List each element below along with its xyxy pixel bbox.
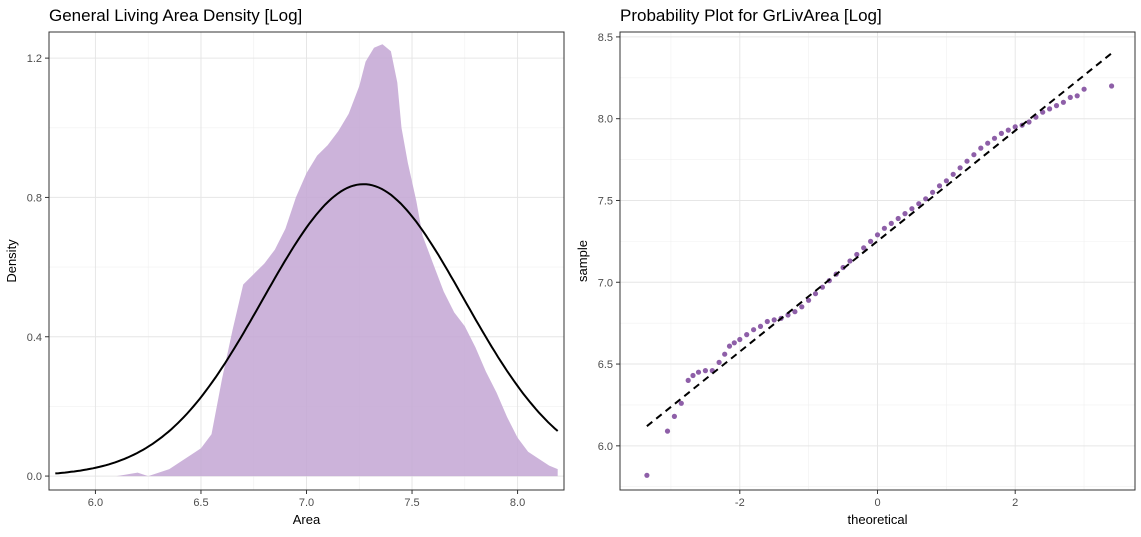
qq-y-axis-title: sample: [575, 240, 590, 282]
sample-point: [930, 189, 936, 195]
empirical-density-area: [116, 44, 558, 477]
sample-point: [685, 377, 691, 383]
sample-point: [731, 340, 737, 346]
sample-point: [737, 336, 743, 343]
sample-point: [671, 413, 677, 419]
density-y-tick-label: 0.4: [27, 332, 42, 344]
sample-point: [943, 178, 949, 184]
density-y-tick-label: 0.8: [27, 192, 42, 204]
sample-point: [764, 318, 770, 325]
sample-point: [771, 317, 777, 323]
qq-x-tick-label: 0: [874, 497, 880, 509]
sample-point: [1053, 103, 1060, 109]
density-x-tick-label: 7.0: [299, 497, 314, 509]
sample-point: [964, 158, 970, 164]
qq-x-axis-title: theoretical: [848, 512, 908, 527]
sample-point: [874, 232, 881, 238]
sample-point: [854, 251, 860, 258]
sample-point: [916, 201, 922, 207]
density-plot: 6.0 6.5 7.0 7.5 8.0 0.0 0.4 0.8 1.2 Area Density: [4, 31, 565, 527]
density-panel: General Living Area Density [Log] 6.0 6.5…: [0, 0, 570, 537]
sample-point: [812, 291, 819, 297]
sample-point: [991, 135, 998, 141]
sample-point: [751, 327, 757, 333]
density-x-tick-label: 6.0: [88, 497, 103, 509]
sample-point: [726, 343, 733, 349]
sample-point: [678, 400, 684, 406]
density-x-tick-label: 6.5: [193, 497, 208, 509]
sample-point: [978, 145, 984, 151]
probability-chart-title: Probability Plot for GrLivArea [Log]: [620, 6, 882, 25]
sample-point: [1012, 124, 1018, 130]
probability-panel: Probability Plot for GrLivArea [Log] -2 0…: [570, 0, 1141, 537]
sample-point: [936, 183, 943, 189]
sample-point: [1060, 99, 1066, 105]
sample-point: [861, 245, 867, 251]
sample-point: [695, 369, 702, 375]
sample-point: [971, 152, 977, 158]
qq-y-tick-label: 8.5: [598, 32, 613, 44]
sample-point: [998, 130, 1004, 136]
sample-point: [950, 171, 956, 177]
density-y-tick-label: 1.2: [27, 53, 42, 65]
sample-point: [806, 297, 812, 303]
qq-x-tick-label: -2: [735, 497, 745, 509]
sample-point: [1040, 109, 1046, 115]
sample-point: [1047, 106, 1053, 112]
probability-plot: -2 0 2 6.0 6.5 7.0 7.5 8.0 8.5 theoretical sample: [575, 31, 1136, 527]
sample-point: [888, 220, 894, 226]
sample-point: [1067, 94, 1073, 100]
sample-point: [757, 323, 764, 329]
sample-point: [690, 372, 696, 379]
reference-line: [646, 52, 1113, 427]
sample-point: [1109, 83, 1115, 89]
sample-point: [881, 225, 887, 231]
sample-point: [1074, 93, 1080, 99]
qq-y-tick-label: 8.0: [598, 114, 613, 126]
qq-x-tick-label: 2: [1012, 497, 1018, 509]
sample-point: [868, 238, 874, 244]
density-y-tick-label: 0.0: [27, 471, 42, 483]
sample-point: [819, 284, 825, 290]
qq-y-tick-label: 7.5: [598, 195, 613, 207]
sample-point: [664, 428, 671, 434]
sample-point: [957, 165, 963, 171]
sample-point: [702, 368, 708, 374]
sample-point: [644, 472, 650, 478]
sample-point: [785, 312, 791, 318]
density-x-axis-title: Area: [293, 512, 321, 527]
sample-point: [716, 359, 722, 365]
sample-point: [722, 351, 728, 357]
sample-point: [744, 332, 750, 338]
sample-point: [923, 196, 929, 202]
sample-point: [909, 206, 915, 212]
density-x-tick-label: 8.0: [510, 497, 525, 509]
sample-point: [792, 309, 798, 315]
density-chart-title: General Living Area Density [Log]: [49, 6, 303, 25]
qq-y-tick-label: 6.0: [598, 441, 613, 453]
sample-point: [985, 140, 991, 146]
density-x-tick-label: 7.5: [404, 497, 419, 509]
sample-point: [895, 215, 901, 222]
qq-y-tick-label: 6.5: [598, 359, 613, 371]
normal-fit-curve: [55, 183, 559, 475]
sample-point: [902, 211, 908, 217]
qq-y-tick-label: 7.0: [598, 277, 613, 289]
sample-point: [1026, 119, 1032, 125]
sample-point: [799, 304, 805, 310]
sample-point: [1081, 86, 1087, 92]
sample-point: [847, 258, 853, 264]
density-y-axis-title: Density: [4, 239, 19, 283]
sample-point: [1005, 127, 1011, 133]
